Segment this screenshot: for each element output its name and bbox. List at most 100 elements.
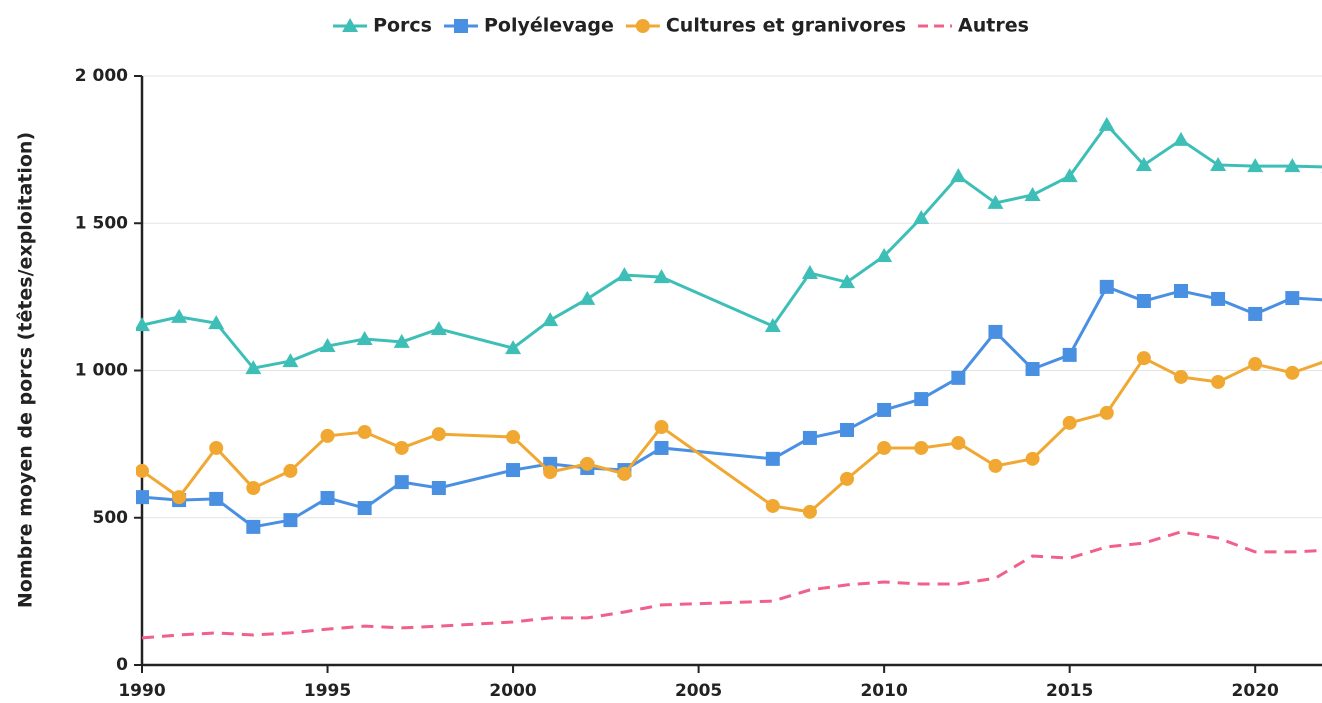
data-point [951, 435, 966, 450]
legend: Porcs Polyélevage Cultures et granivores Au… [333, 15, 1029, 37]
x-tick-label: 2005 [675, 681, 722, 701]
data-point [506, 430, 521, 445]
data-point [136, 463, 149, 478]
data-point [914, 392, 929, 407]
series-line [141, 530, 1322, 640]
data-point [877, 402, 892, 417]
data-point [430, 320, 447, 335]
x-tick-label: 2010 [860, 681, 907, 701]
legend-label: Cultures et granivores [666, 15, 906, 37]
data-point [208, 315, 225, 330]
data-point [616, 267, 633, 282]
y-tick-label: 1 000 [75, 361, 128, 381]
data-point [988, 324, 1003, 339]
data-point [1136, 351, 1151, 366]
legend-label: Polyélevage [484, 15, 614, 37]
y-tick-label: 2 000 [75, 66, 128, 86]
data-point [764, 318, 781, 333]
data-point [246, 519, 261, 534]
legend-item: Autres [918, 15, 1029, 37]
data-point [283, 463, 298, 478]
data-point [988, 458, 1003, 473]
data-point [1285, 291, 1300, 306]
data-point [320, 428, 335, 443]
data-point [320, 491, 335, 506]
data-point [802, 504, 817, 519]
data-point [913, 209, 930, 224]
data-point [839, 274, 856, 289]
data-point [579, 290, 596, 305]
data-point [1248, 306, 1263, 321]
data-point [1025, 362, 1040, 377]
data-point [319, 338, 336, 353]
data-point [654, 420, 669, 435]
data-point [914, 440, 929, 455]
y-tick-label: 1 500 [75, 213, 128, 233]
data-point [1062, 347, 1077, 362]
data-point [1062, 415, 1077, 430]
data-point [1098, 116, 1115, 131]
data-point [987, 194, 1004, 209]
data-point [136, 317, 150, 332]
data-point [765, 498, 780, 513]
data-point [951, 370, 966, 385]
x-tick-label: 2015 [1046, 681, 1093, 701]
data-point [1285, 365, 1300, 380]
data-point [1248, 357, 1263, 372]
x-tick-label: 2020 [1232, 681, 1279, 701]
data-point [802, 430, 817, 445]
legend-symbol [453, 19, 468, 33]
data-point [282, 353, 299, 368]
series-line [141, 122, 1322, 370]
plot-area [136, 116, 1322, 640]
legend-label: Porcs [373, 15, 432, 37]
data-point [1247, 158, 1264, 173]
data-point [1024, 186, 1041, 201]
data-point [356, 330, 373, 345]
data-point [580, 456, 595, 471]
data-point [357, 501, 372, 516]
data-point [431, 481, 446, 496]
data-point [246, 481, 261, 496]
data-point [1061, 168, 1078, 183]
data-point [394, 440, 409, 455]
legend-item: Cultures et granivores [625, 15, 906, 37]
data-point [1099, 279, 1114, 294]
data-point [209, 491, 224, 506]
data-point [840, 422, 855, 437]
data-point [876, 247, 893, 262]
legend-item: Porcs [333, 15, 432, 37]
data-point [357, 425, 372, 440]
data-point [801, 265, 818, 280]
data-point [765, 451, 780, 466]
data-point [245, 360, 262, 375]
x-tick-label: 1995 [304, 681, 351, 701]
data-point [1210, 156, 1227, 171]
y-tick-label: 0 [116, 655, 128, 675]
x-tick-label: 2000 [489, 681, 536, 701]
data-point [877, 440, 892, 455]
data-point [1211, 374, 1226, 389]
data-point [1025, 451, 1040, 466]
series-line [141, 356, 1322, 514]
data-point [840, 471, 855, 486]
data-point [136, 490, 149, 505]
y-tick-label: 500 [93, 508, 129, 528]
series-line [141, 284, 1322, 529]
data-point [1211, 291, 1226, 306]
legend-item: Polyélevage [443, 15, 614, 37]
legend-label: Autres [958, 15, 1029, 37]
data-point [1135, 156, 1152, 171]
data-point [1099, 405, 1114, 420]
data-point [1173, 283, 1188, 298]
data-point [505, 340, 522, 355]
legend-symbol [342, 18, 359, 32]
data-point [1173, 369, 1188, 384]
data-point [1284, 158, 1301, 173]
data-point [393, 333, 410, 348]
data-point [654, 440, 669, 455]
data-point [542, 312, 559, 327]
data-point [209, 440, 224, 455]
y-axis-label: Nombre moyen de porcs (têtes/exploitatio… [15, 132, 37, 608]
